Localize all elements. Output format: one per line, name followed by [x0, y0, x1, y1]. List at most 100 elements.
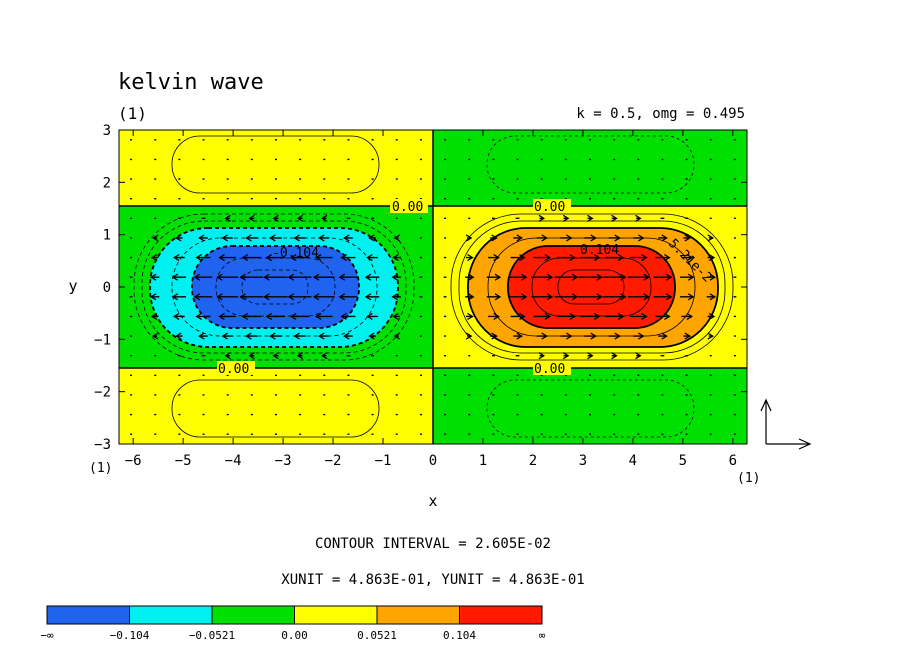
vector-arrow-head — [198, 234, 205, 242]
vector-arrow-head — [614, 234, 621, 242]
vector-arrow-head — [296, 352, 304, 360]
vector-arrow-head — [312, 273, 320, 281]
vector-arrow-head — [635, 352, 642, 360]
vector-arrow-head — [707, 234, 714, 242]
vector-arrow-head — [614, 332, 621, 340]
x-tick-label: −2 — [325, 453, 342, 469]
vector-arrow-head — [643, 273, 650, 281]
vector-arrow-head — [516, 234, 523, 242]
vector-arrow-head — [708, 254, 716, 262]
vector-arrow-head — [596, 273, 603, 281]
vector-arrow-head — [218, 312, 225, 320]
vector-arrow-head — [368, 234, 375, 242]
vector-arrow-head — [661, 332, 668, 340]
colorbar-swatch — [376, 605, 460, 625]
vector-arrow-head — [241, 254, 249, 262]
vector-arrow-head — [392, 254, 399, 262]
vector-arrow-head — [684, 332, 692, 340]
vector-arrow-head — [664, 254, 671, 262]
vector-arrow-head — [248, 214, 255, 222]
contour-bottom-left — [171, 379, 380, 438]
vector-arrow-head — [272, 352, 279, 360]
vector-arrow-head — [587, 214, 594, 222]
vector-arrow-head — [468, 273, 475, 281]
y-corner-label: (1) — [89, 461, 112, 476]
vector-arrow-head — [468, 293, 475, 301]
vector-arrow-head — [320, 214, 328, 222]
colorbar-swatch — [459, 605, 543, 625]
vector-arrow-head — [289, 254, 297, 262]
vector-arrow-head — [152, 332, 159, 340]
vector-arrow-head — [544, 254, 552, 262]
y-axis-ticks: −3 −2 −1 0 1 2 3 — [94, 123, 747, 453]
x-corner-label: (1) — [737, 471, 760, 486]
vector-arrow-head — [593, 312, 601, 320]
vector-arrow-head — [269, 234, 276, 242]
vector-arrow-head — [248, 352, 255, 360]
vector-arrow-head — [241, 312, 249, 320]
contour-top-left — [171, 135, 380, 194]
colorbar-swatch — [294, 605, 378, 625]
vector-arrow-head — [391, 273, 398, 281]
vector-arrow-head — [152, 234, 159, 242]
vector-arrow-head — [287, 293, 295, 301]
vector-arrow-head — [263, 293, 270, 301]
vector-arrow-head — [338, 293, 346, 301]
contour-left-3 — [149, 227, 399, 348]
vector-arrow-head — [245, 332, 252, 340]
x-tick-label: 5 — [679, 453, 687, 469]
vector-arrow-head — [709, 273, 717, 281]
contour-right-7 — [557, 269, 625, 305]
colorbar-label: ∞ — [539, 629, 546, 642]
vector-arrow-head — [364, 293, 372, 301]
region-right-red — [508, 246, 675, 328]
vector-arrow-head — [272, 214, 279, 222]
vector-arrow-head — [368, 332, 375, 340]
y-axis-label: y — [68, 277, 77, 295]
colorbar-label: −∞ — [40, 629, 54, 642]
parameter-label: k = 0.5, omg = 0.495 — [576, 106, 745, 122]
y-tick-label: 2 — [103, 175, 111, 191]
vector-arrow-head — [239, 293, 246, 301]
vector-arrow-head — [641, 254, 648, 262]
contour-label-zero-1: 0.00 — [392, 200, 423, 215]
vector-arrow-head — [289, 312, 297, 320]
vector-arrow-head — [562, 214, 570, 222]
vector-arrow-head — [150, 312, 158, 320]
vector-arrow-head — [364, 273, 372, 281]
colorbar-label: 0.104 — [443, 629, 476, 642]
colorbar-swatch — [46, 605, 130, 625]
colorbar-label: 0.00 — [281, 629, 308, 642]
vector-arrow-head — [620, 293, 627, 301]
vector-arrow-head — [245, 234, 252, 242]
vector-arrow-head — [587, 352, 594, 360]
vector-arrow-head — [314, 312, 322, 320]
vector-arrow-head — [216, 273, 223, 281]
vector-arrow-head — [643, 293, 650, 301]
reference-vector — [760, 398, 812, 450]
vector-arrow-head — [172, 312, 180, 320]
vector-arrow-head — [684, 234, 692, 242]
vector-arrow-head — [638, 332, 645, 340]
region-bottom-right — [433, 368, 747, 444]
vector-arrow-head — [221, 332, 228, 340]
vector-arrow-head — [343, 234, 350, 242]
vector-arrow-head — [221, 234, 228, 242]
contour-left-1 — [133, 213, 415, 361]
vector-arrow-head — [195, 312, 202, 320]
vector-arrow-head — [617, 254, 625, 262]
colorbar-label: −0.104 — [110, 629, 150, 642]
vector-arrow-head — [566, 234, 573, 242]
x-tick-label: −3 — [275, 453, 292, 469]
chart-title: kelvin wave — [118, 70, 264, 95]
y-tick-label: 0 — [103, 280, 111, 296]
vector-arrow-head — [686, 254, 694, 262]
vector-arrow-head — [571, 273, 579, 281]
x-tick-label: 6 — [729, 453, 737, 469]
contour-left-5 — [191, 245, 360, 329]
vector-arrow-head — [224, 352, 231, 360]
x-tick-label: −1 — [375, 453, 392, 469]
vector-arrow-head — [665, 273, 673, 281]
contour-label-neg: -0.104 — [272, 246, 319, 261]
vector-arrow-head — [171, 293, 179, 301]
